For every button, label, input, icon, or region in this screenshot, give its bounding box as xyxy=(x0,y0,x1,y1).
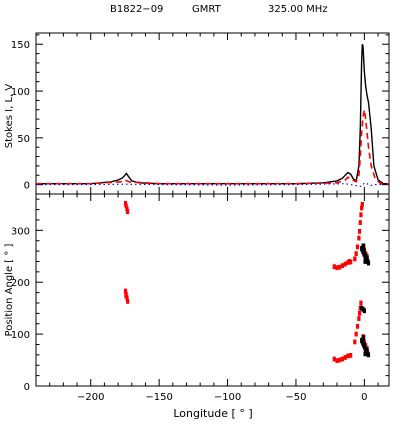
top-frame xyxy=(35,32,390,195)
stokes-series-dashed-line xyxy=(36,109,389,185)
top-y-tick-label: 50 xyxy=(17,134,30,145)
position-angle-point xyxy=(125,206,129,212)
position-angle-point xyxy=(343,261,347,267)
bottom-y-tick-label: 100 xyxy=(11,330,30,341)
position-angle-point xyxy=(365,255,369,261)
position-angle-point xyxy=(332,356,336,362)
pulsar-name: B1822−09 xyxy=(110,4,163,15)
position-angle-point xyxy=(362,334,366,340)
stokes-profile-panel: 0 50 100 150 xyxy=(11,32,390,195)
position-angle-point xyxy=(365,348,369,354)
top-y-axis-label: Stokes I, L, V xyxy=(4,84,15,149)
position-angle-point xyxy=(359,300,363,306)
position-angle-point xyxy=(335,265,339,271)
observing-frequency: 325.00 MHz xyxy=(268,4,328,15)
bottom-x-tick-label: −200 xyxy=(77,392,104,403)
position-angle-point xyxy=(126,299,130,304)
position-angle-point xyxy=(363,259,367,264)
position-angle-point xyxy=(332,264,336,270)
top-y-tick-label: 0 xyxy=(24,181,30,192)
position-angle-point xyxy=(366,260,371,266)
position-angle-point xyxy=(338,264,342,270)
bottom-y-tick-label: 200 xyxy=(11,278,30,289)
position-angle-point xyxy=(126,209,130,215)
top-y-tick-label: 100 xyxy=(11,87,30,98)
bottom-y-tick-label: 0 xyxy=(24,382,30,393)
position-angle-point xyxy=(362,243,366,249)
position-angle-point xyxy=(364,252,368,258)
position-angle-point xyxy=(123,200,128,206)
position-angle-point xyxy=(123,288,128,294)
position-angle-point xyxy=(338,357,342,363)
position-angle-point xyxy=(335,358,339,363)
position-angle-point xyxy=(357,228,362,234)
position-angle-point xyxy=(354,251,358,257)
position-angle-point xyxy=(362,248,366,254)
position-angle-point xyxy=(357,235,361,241)
stokes-series-solid-line xyxy=(36,43,389,185)
bottom-y-axis-label: Position Angle [ ° ] xyxy=(4,243,15,336)
position-angle-point xyxy=(354,331,358,337)
position-angle-point xyxy=(363,351,367,357)
stokes-series-dotted-line xyxy=(36,182,389,188)
position-angle-point xyxy=(362,342,366,347)
position-angle-point xyxy=(349,259,353,265)
position-angle-point xyxy=(366,352,371,358)
bottom-x-tick-label: −150 xyxy=(145,392,172,403)
position-angle-point xyxy=(343,355,347,360)
position-angle-point xyxy=(360,201,364,207)
position-angle-panel: −200 −150 −100 −50 0 0 100 200 300 xyxy=(11,193,390,403)
bottom-y-tick-label: 300 xyxy=(11,226,30,237)
position-angle-point xyxy=(355,323,360,329)
position-angle-point xyxy=(353,256,357,262)
position-angle-point xyxy=(340,356,345,362)
position-angle-point xyxy=(357,310,362,316)
bottom-x-tick-label: 0 xyxy=(361,392,367,403)
bottom-frame xyxy=(35,193,390,387)
position-angle-point xyxy=(124,293,128,299)
position-angle-point xyxy=(357,316,361,321)
position-angle-point xyxy=(124,203,128,209)
position-angle-point xyxy=(359,212,363,218)
position-angle-point xyxy=(340,263,345,269)
position-angle-point xyxy=(355,244,360,250)
position-angle-point xyxy=(349,352,353,358)
position-angle-point xyxy=(353,339,357,345)
top-y-tick-label: 150 xyxy=(11,40,30,51)
position-angle-point xyxy=(362,308,366,314)
telescope-name: GMRT xyxy=(192,4,222,15)
bottom-x-tick-label: −50 xyxy=(285,392,306,403)
position-angle-point xyxy=(346,353,350,359)
x-axis-label: Longitude [ ° ] xyxy=(173,407,252,420)
position-angle-point xyxy=(360,205,364,211)
position-angle-point xyxy=(358,220,362,225)
bottom-x-tick-label: −100 xyxy=(214,392,241,403)
